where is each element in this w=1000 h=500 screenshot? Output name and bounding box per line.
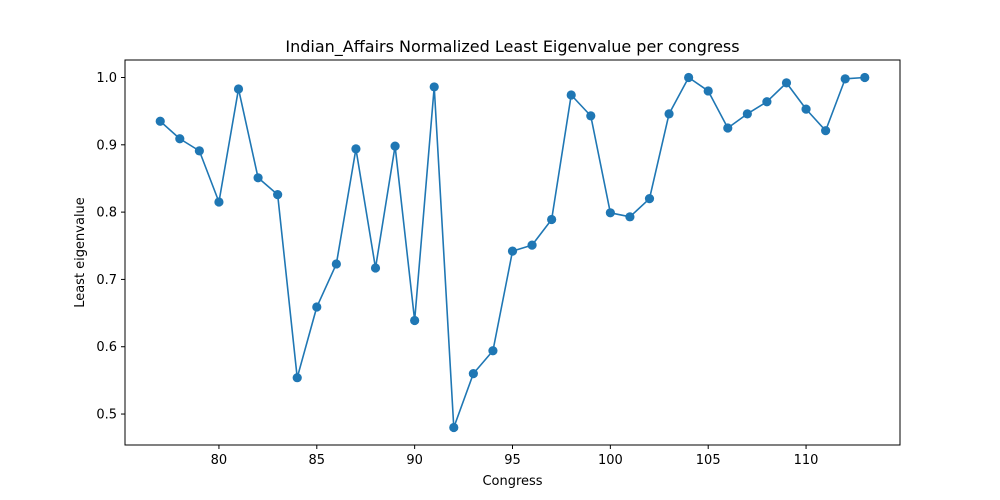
data-point [292, 373, 302, 383]
y-tick-label: 0.5 [96, 408, 117, 423]
plot-area [155, 72, 870, 433]
x-tick-label: 100 [598, 453, 623, 468]
data-point [625, 212, 635, 222]
x-tick-label: 85 [309, 453, 326, 468]
y-tick-label: 0.6 [96, 340, 117, 355]
data-point [390, 141, 400, 151]
data-point [821, 126, 831, 136]
x-axis-label: Congress [482, 474, 542, 489]
data-point [273, 190, 283, 200]
data-point [253, 173, 263, 183]
data-point [664, 109, 674, 119]
data-point [468, 369, 478, 379]
data-point [429, 82, 439, 92]
data-point [214, 197, 224, 207]
data-point [762, 97, 772, 107]
data-point [194, 146, 204, 156]
data-point [703, 86, 713, 96]
data-point [155, 116, 165, 126]
y-tick-label: 1.0 [96, 71, 117, 86]
data-point [723, 123, 733, 133]
y-tick-label: 0.7 [96, 273, 117, 288]
data-point [801, 104, 811, 114]
data-point [175, 134, 185, 144]
data-point [527, 240, 537, 250]
y-tick-label: 0.9 [96, 138, 117, 153]
y-tick-label: 0.8 [96, 206, 117, 221]
data-point [684, 72, 694, 83]
chart-title: Indian_Affairs Normalized Least Eigenval… [285, 37, 739, 57]
data-point [331, 259, 341, 269]
y-axis-label: Least eigenvalue [73, 197, 88, 308]
x-tick-label: 95 [504, 453, 521, 468]
data-point [449, 422, 459, 433]
y-axis-ticks: 0.5 0.6 0.7 0.8 0.9 1.0 [96, 71, 125, 423]
x-tick-label: 90 [406, 453, 423, 468]
x-tick-label: 80 [211, 453, 228, 468]
plot-frame [124, 59, 901, 446]
data-point [547, 214, 557, 225]
data-point [644, 194, 655, 204]
data-point [488, 346, 498, 356]
data-point [781, 78, 792, 88]
data-point [410, 315, 420, 326]
x-tick-label: 110 [794, 453, 819, 468]
data-point [233, 84, 244, 94]
x-tick-label: 105 [696, 453, 721, 468]
data-point [370, 263, 381, 273]
data-point [566, 90, 576, 100]
data-point [742, 109, 752, 119]
data-point [840, 74, 850, 84]
data-point [507, 246, 518, 256]
data-point [312, 302, 322, 312]
data-point [605, 208, 615, 218]
data-point [586, 111, 596, 121]
data-point [860, 72, 870, 83]
data-point [351, 144, 361, 154]
x-axis-ticks: 80 85 90 95 100 105 110 [211, 445, 819, 468]
